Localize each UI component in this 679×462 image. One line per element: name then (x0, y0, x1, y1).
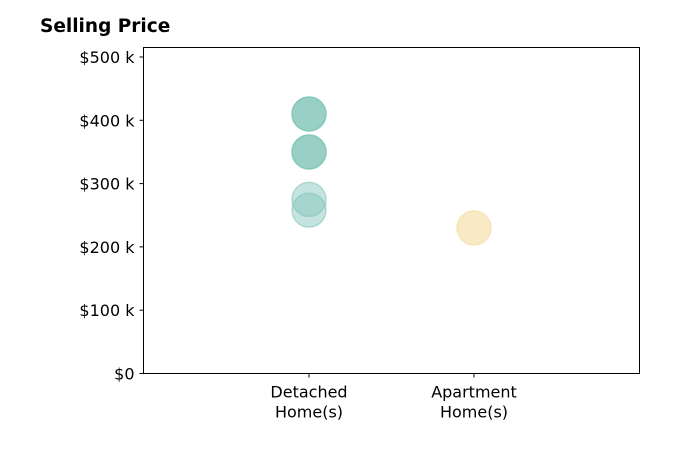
plot-area-frame (143, 47, 640, 374)
data-point (291, 192, 327, 228)
y-axis: $0 $100 k $200 k $300 k $400 k $500 k (79, 48, 144, 384)
y-tick-label: $0 (114, 365, 134, 384)
y-tick-label: $300 k (79, 175, 135, 194)
x-tick-label: Detached (270, 383, 347, 402)
x-tick-label: Home(s) (440, 403, 508, 422)
y-tick-label: $500 k (79, 48, 135, 67)
x-tick-label: Apartment (431, 383, 517, 402)
data-point (291, 96, 327, 132)
data-points (291, 96, 492, 246)
x-tick-label: Home(s) (275, 403, 343, 422)
data-point (456, 210, 492, 246)
y-tick-label: $400 k (79, 111, 135, 130)
y-tick-label: $100 k (79, 301, 135, 320)
y-tick-label: $200 k (79, 238, 135, 257)
data-point (291, 134, 327, 170)
data-point (291, 181, 327, 218)
chart-title: Selling Price (40, 16, 171, 37)
